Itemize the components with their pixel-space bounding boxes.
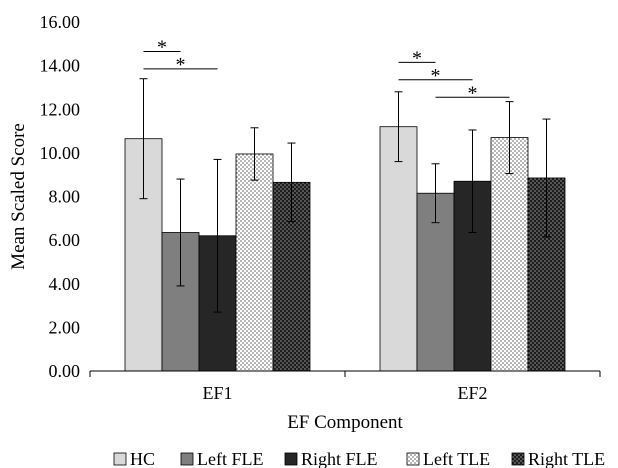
y-tick-label: 4.00 [49, 274, 81, 294]
legend-label: Left FLE [197, 449, 263, 468]
y-axis-ticks: 0.00 2.00 4.00 6.00 8.00 10.00 12.00 14.00 16.00 [40, 12, 81, 381]
x-axis-ticks: EF1 EF2 [89, 371, 601, 403]
significance-asterisk: * [157, 36, 167, 58]
y-tick-label: 6.00 [49, 230, 81, 250]
x-tick-label: EF1 [202, 383, 232, 403]
y-tick-label: 10.00 [40, 143, 81, 163]
significance-asterisk: * [176, 54, 186, 76]
bar [490, 137, 529, 372]
legend-swatch [180, 452, 194, 466]
y-tick-label: 8.00 [49, 187, 81, 207]
significance-asterisk: * [468, 82, 478, 104]
legend-label: Right TLE [528, 449, 605, 468]
legend-swatch [113, 452, 127, 466]
y-tick-label: 2.00 [49, 317, 81, 337]
legend-swatch [511, 452, 525, 466]
x-axis-title: EF Component [287, 412, 403, 433]
legend: HC Left FLE Right FLE Left TLE Right TLE [113, 449, 605, 468]
legend-label: HC [130, 449, 155, 468]
significance-asterisk: * [412, 47, 422, 69]
y-tick-label: 14.00 [40, 56, 81, 76]
legend-label: Left TLE [423, 449, 490, 468]
bar [379, 126, 418, 372]
error-bars [139, 78, 551, 313]
legend-swatch [406, 452, 420, 466]
x-tick-label: EF2 [457, 383, 487, 403]
y-tick-label: 12.00 [40, 99, 81, 119]
bar [235, 153, 274, 372]
y-tick-label: 0.00 [49, 361, 81, 381]
y-tick-label: 16.00 [40, 12, 81, 32]
y-axis-title: Mean Scaled Score [8, 123, 29, 270]
significance-brackets: * * * * * [143, 36, 510, 104]
bars [124, 126, 566, 372]
legend-label: Right FLE [301, 449, 378, 468]
legend-swatch [284, 452, 298, 466]
significance-asterisk: * [431, 65, 441, 87]
